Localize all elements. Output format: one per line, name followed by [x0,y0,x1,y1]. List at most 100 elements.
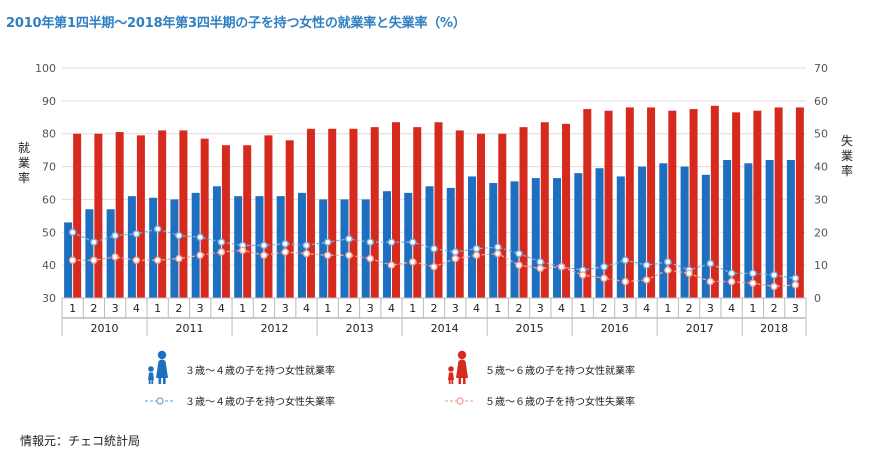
bar-age3-4 [446,187,455,298]
bar-age3-4 [85,209,94,298]
point-unemp-age3-4 [642,261,651,269]
point-unemp-age5-6 [664,266,672,274]
point-unemp-age5-6 [387,261,396,269]
bar-age3-4 [531,178,540,298]
x-quarter-label: 1 [324,302,331,315]
bar-age3-4 [191,192,200,298]
bar-age5-6 [498,133,507,298]
x-quarter-label: 3 [112,302,119,315]
bars [64,105,804,299]
point-unemp-age3-4 [366,238,374,246]
x-quarter-label: 3 [707,302,714,315]
x-year-label: 2010 [91,322,119,335]
bar-age5-6 [306,128,315,298]
point-unemp-age3-4 [260,241,268,250]
bar-age3-4 [64,222,73,298]
x-quarter-label: 1 [664,302,671,315]
point-unemp-age5-6 [238,246,247,255]
point-unemp-age5-6 [217,248,226,256]
bar-age3-4 [149,197,158,298]
bar-age5-6 [370,127,379,299]
point-unemp-age5-6 [727,277,736,286]
y-left-axis-label-char: 就 [18,141,30,155]
point-unemp-age5-6 [345,251,353,259]
bar-age3-4 [234,196,243,298]
x-quarter-label: 3 [282,302,289,315]
x-quarter-label: 2 [175,302,182,315]
y-left-axis-label: 就業率 [18,141,30,185]
bar-age3-4 [170,199,179,298]
point-unemp-age3-4 [472,245,481,253]
bar-age5-6 [264,135,273,298]
point-unemp-age5-6 [409,258,417,266]
point-unemp-age5-6 [324,251,332,259]
point-unemp-age5-6 [366,254,374,263]
y-right-axis-label-char: 失 [841,133,853,148]
point-unemp-age5-6 [791,281,800,289]
point-unemp-age5-6 [302,249,311,258]
bar-age5-6 [328,128,337,298]
bar-age5-6 [647,107,656,298]
bar-age3-4 [212,186,221,298]
bar-age5-6 [689,109,698,298]
x-year-label: 2011 [176,322,204,335]
chart-title: 2010年第1四半期～2018年第3四半期の子を持つ女性の就業率と失業率（%） [6,16,466,31]
bar-age3-4 [382,191,391,298]
legend-label-unemp-age5-6: ５歳～６歳の子を持つ女性失業率 [485,395,635,408]
x-quarter-label: 3 [452,302,459,315]
x-year-label: 2018 [760,322,788,335]
point-unemp-age5-6 [579,271,587,279]
point-unemp-age3-4 [600,263,608,271]
blue-line-marker-icon [145,397,175,405]
legend: ３歳～４歳の子を持つ女性就業率 ５歳～６歳の子を持つ女性就業率 ３歳～４歳の子を持つ… [145,350,635,408]
point-unemp-age3-4 [196,233,204,241]
legend-label-unemp-age3-4: ３歳～４歳の子を持つ女性失業率 [185,395,335,408]
x-quarter-label: 3 [792,302,799,315]
point-unemp-age5-6 [621,277,630,286]
point-unemp-age5-6 [706,277,715,286]
bar-age5-6 [477,133,486,298]
y-right-tick-label: 30 [814,193,828,206]
point-unemp-age5-6 [153,256,162,264]
point-unemp-age5-6 [494,249,502,258]
point-unemp-age3-4 [345,235,353,243]
x-quarter-label: 1 [154,302,161,315]
bar-age5-6 [179,130,188,298]
point-unemp-age3-4 [791,274,800,282]
bar-age3-4 [489,183,498,298]
y-right-tick-label: 10 [814,259,828,272]
y-right-tick-label: 60 [814,95,828,108]
bar-age3-4 [510,181,519,298]
bar-age5-6 [200,138,209,298]
point-unemp-age3-4 [132,230,141,238]
bar-age3-4 [468,176,477,298]
x-quarter-label: 3 [537,302,544,315]
point-unemp-age5-6 [175,254,183,263]
x-quarter-label: 1 [69,302,76,315]
x-quarter-label: 2 [260,302,267,315]
x-quarter-label: 2 [345,302,352,315]
bar-age5-6 [732,112,741,298]
bar-age3-4 [255,196,264,298]
bar-age5-6 [583,109,592,298]
bar-age5-6 [795,107,804,298]
x-quarter-label: 4 [133,302,140,315]
x-quarter-label: 2 [90,302,97,315]
point-unemp-age5-6 [132,256,141,264]
x-quarter-label: 4 [218,302,225,315]
y-left-tick-label: 30 [42,292,56,305]
x-quarter-label: 1 [239,302,246,315]
bar-age5-6 [434,122,443,298]
bar-age5-6 [753,110,762,298]
x-quarter-label: 4 [558,302,565,315]
bar-age3-4 [404,192,413,298]
point-unemp-age3-4 [324,238,332,246]
bar-age3-4 [723,160,732,298]
bar-age3-4 [680,166,689,298]
bar-age5-6 [668,110,677,298]
y-right-tick-label: 40 [814,161,828,174]
bar-age5-6 [413,127,422,299]
point-unemp-age5-6 [642,276,651,284]
